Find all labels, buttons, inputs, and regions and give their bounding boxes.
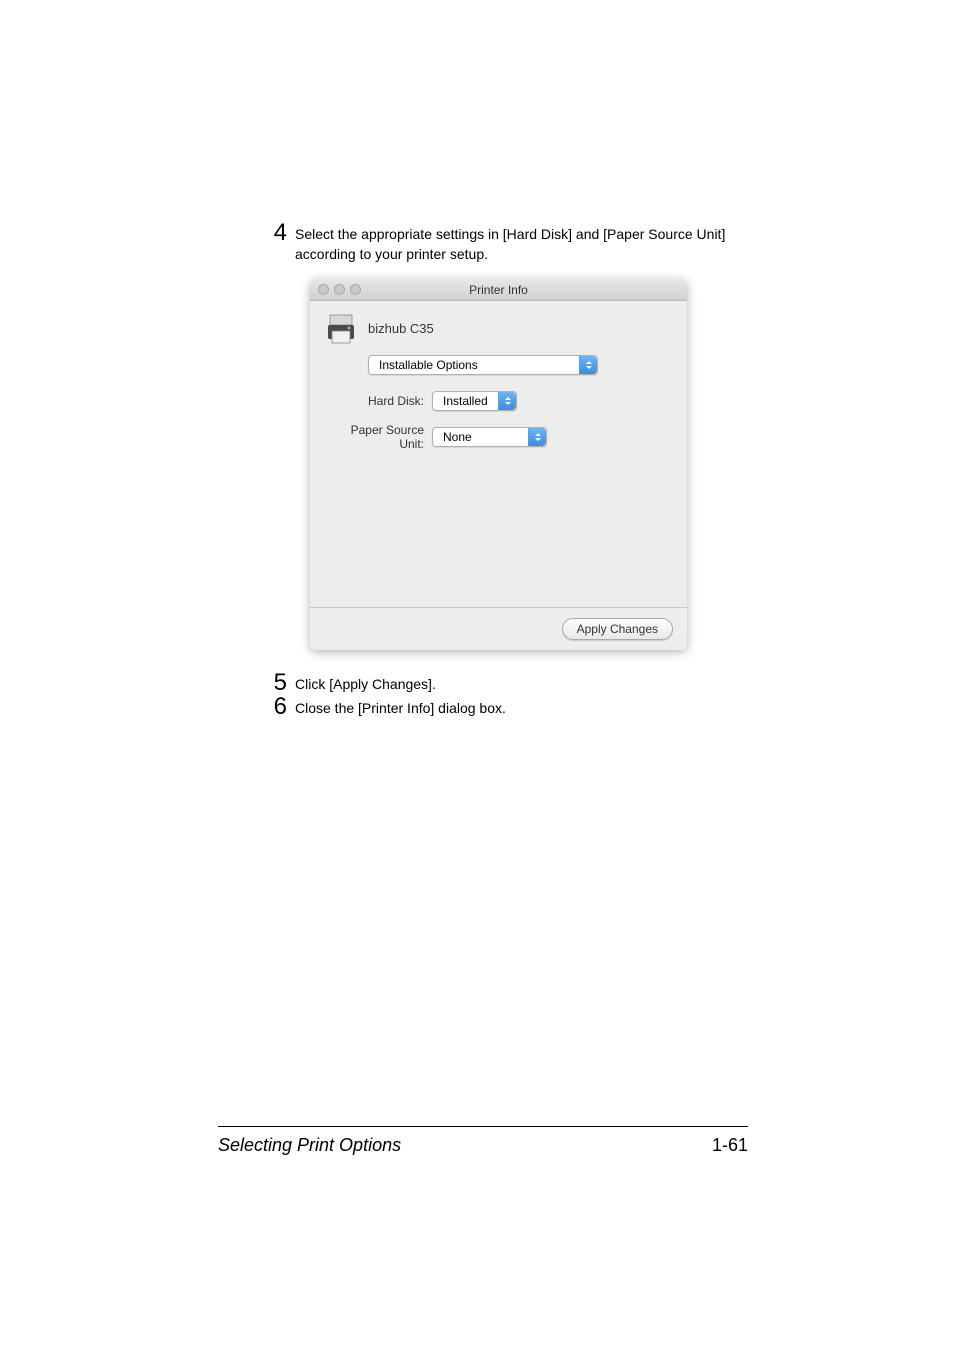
step-number: 4 [265, 221, 287, 245]
chevron-updown-icon [528, 428, 546, 446]
dialog-title: Printer Info [310, 283, 687, 297]
zoom-icon[interactable] [350, 284, 361, 295]
paper-source-value: None [443, 430, 472, 444]
step-text: Click [Apply Changes]. [295, 675, 745, 695]
hard-disk-select[interactable]: Installed [432, 391, 517, 411]
paper-source-select[interactable]: None [432, 427, 547, 447]
apply-changes-label: Apply Changes [577, 622, 658, 636]
section-title: Selecting Print Options [218, 1135, 401, 1156]
tab-select-value: Installable Options [379, 358, 478, 372]
page-number: 1-61 [712, 1135, 748, 1156]
step-text: Close the [Printer Info] dialog box. [295, 699, 745, 719]
apply-changes-button[interactable]: Apply Changes [562, 618, 673, 640]
printer-info-dialog-screenshot: Printer Info bizhub C35 Installable Opti… [310, 279, 745, 650]
hard-disk-label: Hard Disk: [324, 394, 432, 408]
minimize-icon[interactable] [334, 284, 345, 295]
printer-header: bizhub C35 [324, 311, 673, 345]
window-controls [318, 284, 361, 295]
dialog-footer: Apply Changes [310, 607, 687, 650]
step-5: 5 Click [Apply Changes]. [265, 675, 745, 695]
paper-source-row: Paper Source Unit: None [324, 423, 673, 451]
step-number: 6 [265, 695, 287, 719]
step-text: Select the appropriate settings in [Hard… [295, 225, 745, 264]
step-6: 6 Close the [Printer Info] dialog box. [265, 699, 745, 719]
paper-source-label: Paper Source Unit: [324, 423, 432, 451]
chevron-updown-icon [579, 356, 597, 374]
dialog-titlebar: Printer Info [310, 279, 687, 301]
printer-icon [324, 311, 358, 345]
close-icon[interactable] [318, 284, 329, 295]
step-4: 4 Select the appropriate settings in [Ha… [265, 225, 745, 264]
chevron-updown-icon [498, 392, 516, 410]
footer-rule [218, 1126, 748, 1127]
page-footer: Selecting Print Options 1-61 [218, 1126, 748, 1156]
printer-name: bizhub C35 [368, 321, 434, 336]
hard-disk-value: Installed [443, 394, 488, 408]
hard-disk-row: Hard Disk: Installed [324, 391, 673, 411]
step-number: 5 [265, 671, 287, 695]
tab-select[interactable]: Installable Options [368, 355, 598, 375]
